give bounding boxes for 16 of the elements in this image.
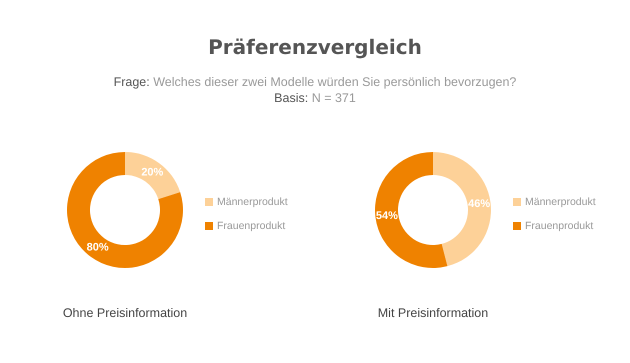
legend-label: Männerprodukt <box>217 196 288 208</box>
donut-slice <box>375 152 448 268</box>
data-label: 20% <box>141 166 164 178</box>
legend-label: Männerprodukt <box>525 196 596 208</box>
donut-slice <box>125 152 180 200</box>
data-label: 80% <box>86 242 109 254</box>
data-label: 54% <box>376 210 398 222</box>
donut-slice <box>67 152 183 268</box>
donut-slice <box>433 152 491 266</box>
text: Mit Preisinformation <box>378 306 488 320</box>
chart-title: Präferenzvergleich <box>208 35 422 59</box>
text: Frage: Welches dieser zwei Modelle würden Sie persönlich bevorzugen? Basis: N = 371 <box>114 75 516 105</box>
data-label: 46% <box>468 198 490 210</box>
legend-label: Frauenprodukt <box>525 220 594 232</box>
text: Ohne Preisinformation <box>62 306 188 320</box>
legend-label: Frauenprodukt <box>217 220 286 232</box>
